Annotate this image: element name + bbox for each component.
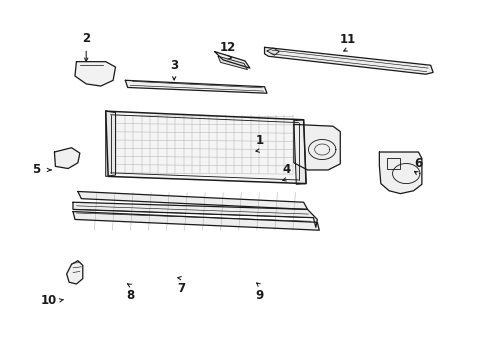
Text: 3: 3 <box>170 59 178 72</box>
Polygon shape <box>379 152 422 194</box>
Polygon shape <box>54 148 80 168</box>
Polygon shape <box>106 111 306 184</box>
Polygon shape <box>67 261 83 284</box>
Text: 7: 7 <box>177 282 186 295</box>
Text: 6: 6 <box>415 157 422 170</box>
Text: 1: 1 <box>256 134 264 147</box>
Polygon shape <box>106 111 116 176</box>
Text: 4: 4 <box>282 163 291 176</box>
Text: 10: 10 <box>41 294 57 307</box>
Polygon shape <box>215 51 250 68</box>
Polygon shape <box>125 80 267 93</box>
Polygon shape <box>75 62 116 86</box>
Polygon shape <box>73 212 319 230</box>
Text: 2: 2 <box>82 32 90 45</box>
Text: 12: 12 <box>220 41 236 54</box>
Text: 9: 9 <box>255 289 264 302</box>
Polygon shape <box>78 192 308 210</box>
Text: 8: 8 <box>126 289 134 302</box>
Polygon shape <box>265 47 433 74</box>
Polygon shape <box>294 125 340 170</box>
Polygon shape <box>218 56 247 69</box>
Polygon shape <box>73 202 318 227</box>
Text: 11: 11 <box>340 32 356 46</box>
Text: 5: 5 <box>32 163 40 176</box>
Bar <box>387 158 400 168</box>
Polygon shape <box>267 48 279 55</box>
Polygon shape <box>294 120 306 184</box>
